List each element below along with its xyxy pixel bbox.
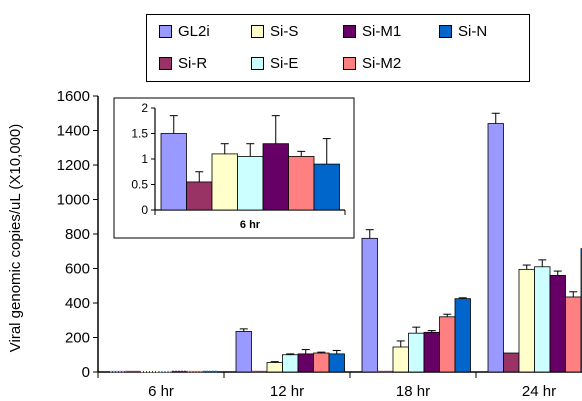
- bar-gl2i-18-hr: [361, 237, 378, 373]
- inset-y-tick-label: 2: [141, 101, 148, 115]
- x-tick-label: 24 hr: [522, 383, 556, 400]
- bar-si-m2-24-hr: [565, 296, 582, 373]
- legend-label: Si-E: [270, 54, 299, 72]
- bar-gl2i-24-hr: [487, 123, 504, 373]
- bar-si-r-24-hr: [503, 352, 520, 373]
- legend-swatch: [343, 24, 356, 38]
- inset-chart: 0 0.5 1 1.5 2 6 hr: [113, 97, 355, 239]
- inset-bar-gl2i: [160, 133, 187, 211]
- y-tick-label: 1600: [57, 88, 90, 105]
- legend-item-si-n: Si-N: [439, 22, 488, 40]
- inset-y-tick-label: 0: [141, 203, 148, 217]
- legend-item-si-m1: Si-M1: [343, 22, 402, 40]
- bar-si-m2-18-hr: [439, 316, 456, 373]
- y-tick-label: 400: [65, 295, 90, 312]
- inset-y-tick-label: 1: [141, 152, 148, 166]
- inset-bar-si-m1: [262, 143, 289, 211]
- bar-si-s-18-hr: [392, 346, 409, 373]
- y-tick-label: 800: [65, 226, 90, 243]
- bar-si-s-12-hr: [266, 362, 283, 373]
- inset-bar-si-n: [313, 163, 340, 211]
- main-axes: 0 200 400 600 800 1000 1200 1400 1600 6 hr 12 hr 18…: [57, 88, 582, 400]
- legend-swatch: [251, 24, 264, 38]
- legend-item-si-m2: Si-M2: [343, 54, 402, 72]
- legend-swatch: [343, 56, 356, 70]
- inset-bar-si-e: [237, 156, 264, 211]
- legend-item-gl2i: GL2i: [159, 22, 210, 40]
- legend-label: GL2i: [178, 22, 210, 40]
- inset-bar-si-r: [186, 181, 213, 211]
- x-tick-label: 12 hr: [270, 383, 304, 400]
- legend-label: Si-M2: [362, 54, 402, 72]
- bar-si-e-12-hr: [282, 354, 299, 373]
- bar-si-m1-12-hr: [297, 353, 314, 373]
- inset-x-label: 6 hr: [240, 219, 261, 231]
- bar-si-s-24-hr: [518, 268, 535, 373]
- bar-si-m2-12-hr: [313, 352, 330, 373]
- inset-y-tick-label: 1.5: [131, 127, 148, 141]
- y-tick-label: 1200: [57, 157, 90, 174]
- legend-label: Si-S: [270, 22, 299, 40]
- legend: GL2i Si-S Si-M1 Si-N Si-R Si-E Si-M2: [146, 14, 530, 82]
- legend-swatch: [439, 24, 452, 38]
- y-tick-label: 200: [65, 330, 90, 347]
- bar-si-m1-24-hr: [549, 274, 566, 373]
- legend-item-si-r: Si-R: [159, 54, 208, 72]
- bar-si-e-24-hr: [534, 266, 551, 373]
- legend-label: Si-N: [458, 22, 488, 40]
- legend-label: Si-R: [178, 54, 208, 72]
- main-bars: [110, 112, 582, 373]
- inset-y-tick-label: 0.5: [131, 178, 148, 192]
- x-tick-label: 18 hr: [396, 383, 430, 400]
- y-axis-label: Viral genomic copies/uL (X10,000): [7, 124, 24, 352]
- legend-swatch: [159, 24, 172, 38]
- x-tick-label: 6 hr: [148, 383, 174, 400]
- y-tick-label: 1400: [57, 123, 90, 140]
- bar-si-n-12-hr: [328, 353, 345, 373]
- y-tick-label: 600: [65, 261, 90, 278]
- legend-label: Si-M1: [362, 22, 402, 40]
- bar-si-e-18-hr: [408, 332, 425, 373]
- bar-gl2i-12-hr: [235, 331, 252, 373]
- y-tick-label: 1000: [57, 192, 90, 209]
- bar-si-m1-18-hr: [423, 331, 440, 373]
- legend-item-si-s: Si-S: [251, 22, 299, 40]
- legend-swatch: [251, 56, 264, 70]
- inset-bar-si-m2: [288, 156, 315, 211]
- legend-item-si-e: Si-E: [251, 54, 299, 72]
- inset-bar-si-s: [211, 153, 238, 211]
- legend-swatch: [159, 56, 172, 70]
- y-tick-label: 0: [82, 364, 90, 381]
- bar-si-n-18-hr: [454, 298, 471, 373]
